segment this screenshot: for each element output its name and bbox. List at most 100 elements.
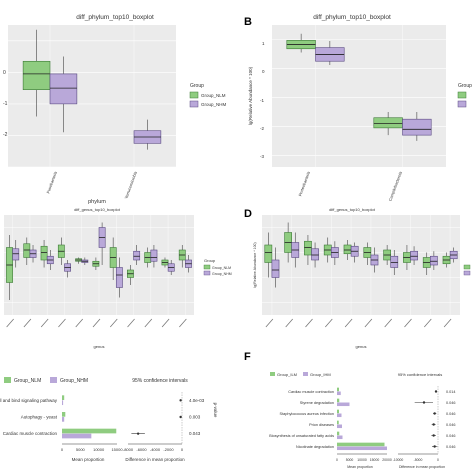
bar-x-tick-label: 10000 (93, 447, 105, 452)
xtick-label-mark (404, 318, 412, 328)
panel-c-subtitle: diff_genus_top10_boxplot (74, 207, 121, 212)
panel-a-legend-nlm: Group_NLM (201, 93, 226, 98)
diff-x-tick-label: 0 (181, 447, 184, 452)
row-label: Nicotinate degradation (296, 445, 334, 449)
p-value: 0.046 (446, 401, 456, 405)
bar-x-tick-label: 10000 (357, 458, 367, 462)
mean-bar-group-1 (337, 387, 339, 392)
panel-a-legend-nhm: Group_NHM (201, 102, 227, 107)
xtick-label-mark (384, 318, 393, 328)
bar-x-tick-label: 15000 (370, 458, 380, 462)
mean-bar-group-1 (62, 395, 65, 401)
xtick-label-mark (364, 318, 373, 328)
panel-b-ylabel: lg(Relative Abundance * 100) (248, 66, 253, 125)
xtick-label-mark (305, 318, 313, 328)
panel-a-boxes (22, 29, 162, 150)
mean-bar-group-1 (337, 409, 339, 414)
box-nhm (402, 118, 432, 136)
panel-a-plot-area (8, 25, 176, 167)
p-value: 0.003 (189, 415, 201, 420)
diff-x-tick-label: -6000 (136, 447, 147, 452)
row-label: Cardiac muscle contraction (3, 431, 58, 436)
panel-f-legend-ilm: Group_ILM (277, 372, 297, 377)
panel-e-legend-swatch-nhm (50, 377, 57, 383)
panel-b-ytick-4: -2 (260, 126, 264, 131)
panel-c-title: phylum (88, 199, 106, 205)
panel-f: F Group_ILM Group_IHM 95% confidence int… (244, 351, 456, 469)
panel-e-ci-label: 95% confidence intervals (132, 378, 188, 384)
mean-bar-group-2 (62, 433, 92, 439)
row-label: Biosynthesis of unsaturated fatty acids (269, 434, 334, 438)
panel-e-pvalue-label: p-value (213, 403, 218, 418)
panel-c-legend-nlm: Group_NLM (212, 266, 231, 270)
difference-point (433, 412, 436, 415)
difference-point (179, 415, 182, 419)
p-value: 0.046 (446, 434, 456, 438)
difference-point (136, 432, 140, 435)
xtick-label-mark (423, 318, 432, 328)
panel-a-legend-swatch-nhm (189, 100, 199, 108)
panel-e-axis: 0 5000 10000 15000 -8000 -6000 -4000 -2000 0 (61, 392, 184, 452)
row-label: Cardiac muscle contraction (288, 390, 334, 394)
panel-d-legend-swatch-nlm (463, 264, 471, 270)
panel-b-boxes (286, 33, 432, 141)
mean-bar-group-1 (337, 420, 339, 425)
panel-d-ylabel: lg(Relative Abundance * 100) (253, 242, 257, 287)
panel-e-xlabel: Mean proportion (72, 457, 105, 462)
xtick-label-mark (40, 318, 49, 328)
panel-d-title: diff_genus_top10_boxplot (329, 207, 376, 212)
panel-b-ytick-1: 1 (262, 41, 265, 46)
panel-b-ytick-5: -3 (260, 154, 264, 159)
diff-x-tick-label: -10000 (393, 458, 404, 462)
box-nhm (115, 267, 123, 288)
box-nlm (23, 243, 31, 258)
box-nlm (373, 117, 403, 129)
panel-a-title: diff_phylum_top10_boxplot (76, 14, 154, 21)
p-value: 0.046 (446, 423, 456, 427)
xtick-label-mark (92, 318, 101, 328)
panel-b-legend-title: Group (458, 83, 472, 89)
panel-f-axis: 0 5000 10000 15000 20000 -10000 -5000 0 (336, 386, 439, 462)
bar-x-tick-label: 20000 (382, 458, 392, 462)
panel-b-xtick-1: Proteobacteria (297, 170, 311, 197)
xtick-label-mark (324, 318, 333, 328)
panel-a-ytick-3: -1 (3, 101, 8, 107)
bar-x-tick-label: 15000 (111, 447, 123, 452)
panel-c: phylum diff_genus_top10_boxplot genus Gr… (4, 199, 232, 349)
xtick-label-mark (179, 318, 187, 328)
xtick-label-mark (23, 318, 32, 328)
box-nlm (304, 240, 312, 256)
panel-f-x2label: Difference in mean proportion (399, 465, 445, 469)
panel-b-title: diff_phylum_top10_boxplot (313, 14, 391, 21)
diff-x-tick-label: -2000 (163, 447, 174, 452)
xtick-label-mark (265, 318, 274, 328)
panel-b-legend-swatch-nlm (457, 91, 467, 99)
box-nlm (22, 60, 51, 90)
box-nhm (271, 259, 280, 278)
box-nhm (133, 250, 141, 261)
panel-a-ytick-2: 0 (3, 70, 6, 76)
diff-x-tick-label: 0 (437, 458, 439, 462)
xtick-label-mark (58, 318, 66, 328)
panel-c-legend-title: Group (204, 258, 216, 263)
row-label: Prion diseases (309, 423, 334, 427)
diff-x-tick-label: -5000 (414, 458, 423, 462)
panel-e-legend-nlm: Group_NLM (14, 378, 41, 384)
mean-bar-group-1 (337, 431, 340, 436)
panel-f-ci-label: 95% confidence intervals (398, 372, 442, 377)
panel-a-legend-title: Group (190, 83, 204, 89)
box-nlm (264, 244, 273, 263)
panel-a-xtick-2: Verrucomicrobia (123, 170, 138, 200)
box-nhm (49, 73, 78, 105)
diff-x-tick-label: -4000 (150, 447, 161, 452)
panel-a-xtick-1: Fusobacteria (45, 170, 58, 194)
panel-d-xticks (265, 318, 452, 328)
xtick-label-mark (6, 318, 14, 328)
xtick-label-mark (161, 318, 170, 328)
box-nlm (40, 245, 48, 261)
mean-bar-group-1 (337, 398, 340, 403)
mean-bar-group-1 (62, 412, 66, 417)
box-nhm (150, 249, 158, 262)
mean-bar-group-2 (62, 400, 64, 406)
